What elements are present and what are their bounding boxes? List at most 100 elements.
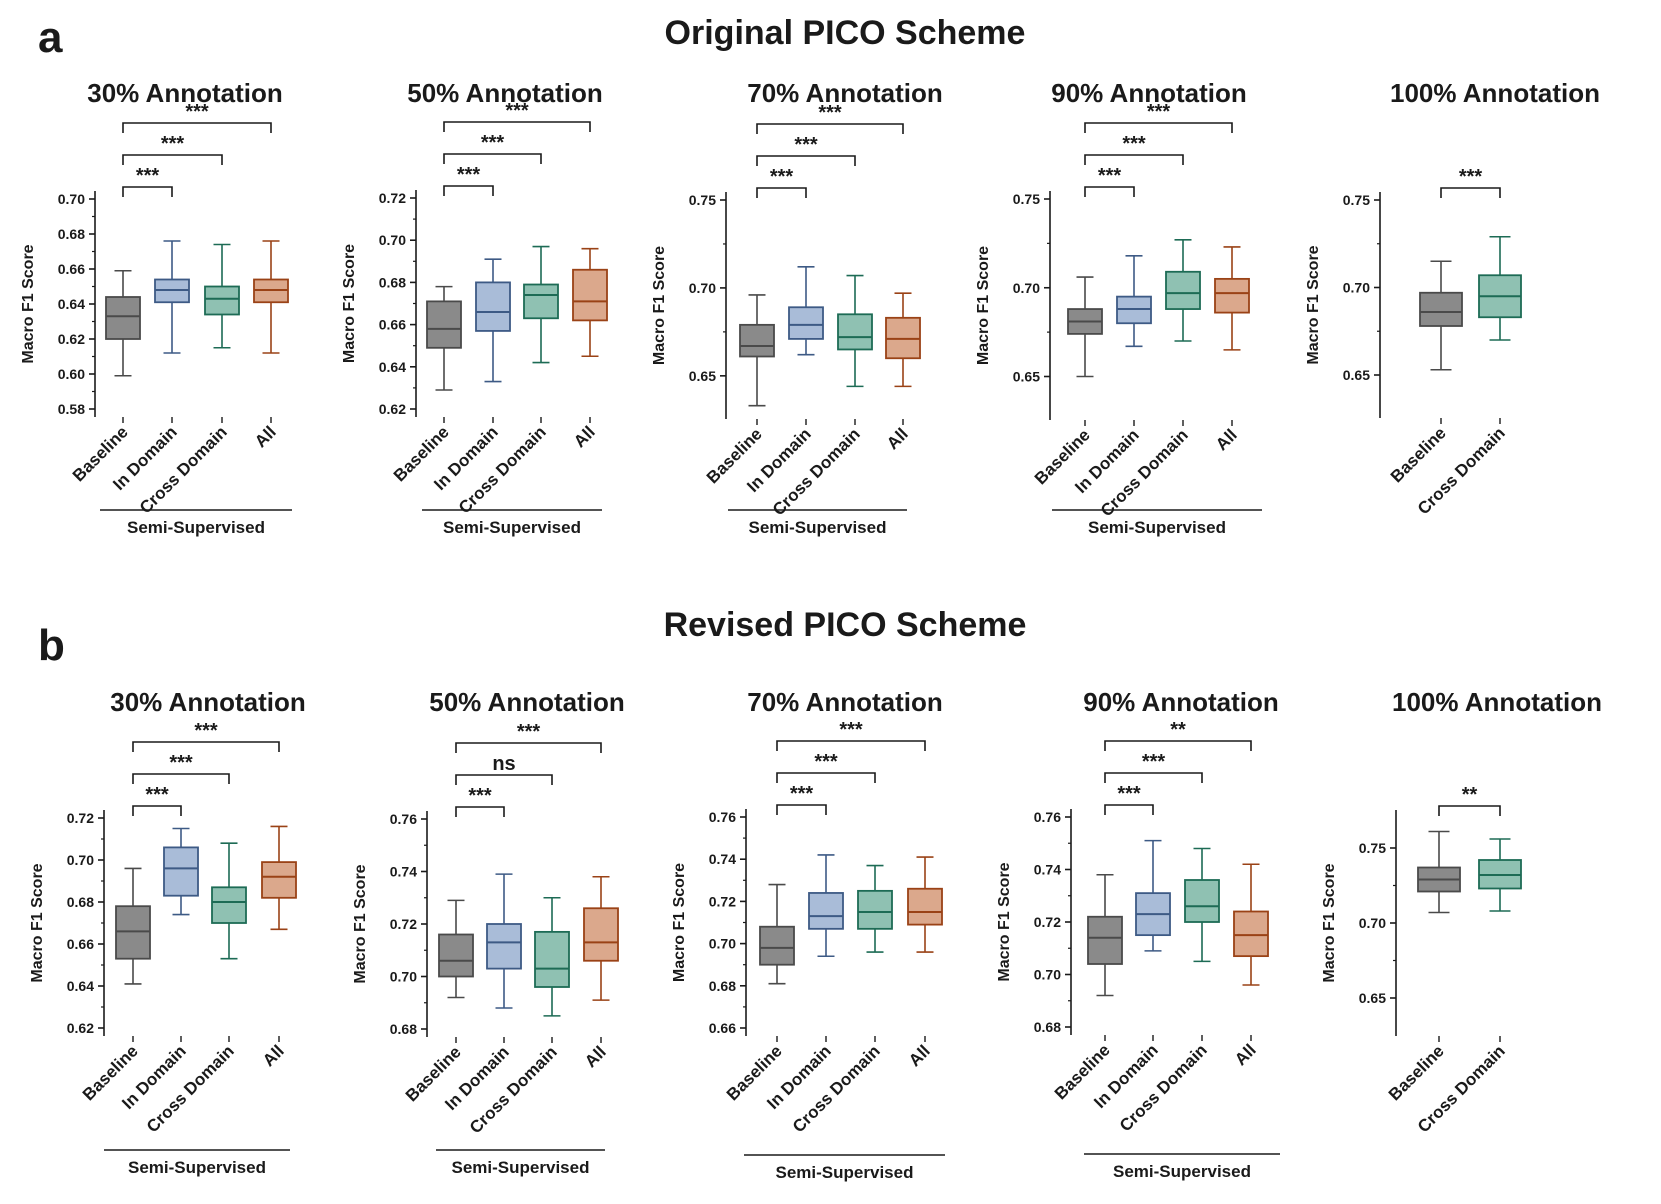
chart-a-30pct-annotation: 30% Annotation 0.58 0.60 0.62 0.64 0.66 0.68 0.…	[20, 78, 292, 537]
significance-label: ***	[1142, 751, 1166, 773]
x-tick-label-all: All	[581, 1042, 610, 1071]
y-tick-label: 0.66	[58, 261, 85, 277]
y-tick-label: 0.60	[58, 366, 85, 382]
chart-title: 70% Annotation	[747, 687, 942, 717]
significance-label: ***	[814, 751, 838, 773]
box-iqr	[583, 907, 619, 962]
box-iqr	[808, 892, 844, 930]
box-iqr	[1165, 270, 1201, 310]
y-tick-label: 0.70	[1013, 280, 1040, 296]
box-baseline	[1067, 276, 1103, 378]
significance-bracket	[1440, 187, 1501, 198]
y-tick-label: 0.70	[58, 191, 85, 207]
significance-bracket	[1084, 186, 1135, 197]
y-tick-label: 0.76	[390, 811, 417, 827]
box-iqr	[907, 887, 943, 926]
box-iqr	[475, 281, 511, 332]
x-tick-label-all: All	[883, 424, 912, 453]
box-iqr	[1214, 277, 1250, 314]
box-iqr	[788, 306, 824, 340]
y-axis-label: Macro F1 Score	[975, 246, 992, 365]
y-tick-label: 0.58	[58, 401, 85, 417]
significance-bracket	[776, 740, 926, 751]
chart-title: 100% Annotation	[1392, 687, 1602, 717]
y-axis-label: Macro F1 Score	[1305, 245, 1322, 364]
significance-label: **	[1462, 784, 1478, 806]
box-cross-domain	[837, 274, 873, 388]
significance-bracket	[756, 155, 856, 166]
box-cross-domain	[211, 842, 247, 960]
box-in-domain	[1116, 255, 1152, 348]
box-cross-domain	[1184, 847, 1220, 963]
significance-bracket	[776, 772, 876, 783]
y-axis-label: Macro F1 Score	[352, 864, 369, 983]
y-tick-label: 0.62	[58, 331, 85, 347]
y-tick-label: 0.74	[390, 864, 417, 880]
y-axis-label: Macro F1 Score	[671, 863, 688, 982]
y-axis-label: Macro F1 Score	[20, 244, 37, 363]
box-cross-domain	[857, 864, 893, 953]
box-cross-domain	[1478, 235, 1522, 341]
box-in-domain	[486, 873, 522, 1009]
box-all	[261, 825, 297, 931]
box-in-domain	[154, 240, 190, 354]
y-tick-label: 0.65	[1013, 369, 1040, 385]
box-baseline	[739, 294, 775, 407]
y-tick-label: 0.76	[709, 809, 736, 825]
box-all	[907, 856, 943, 953]
y-tick-label: 0.72	[379, 190, 406, 206]
significance-bracket	[132, 741, 280, 752]
significance-bracket	[122, 154, 223, 165]
chart-a-70pct-annotation: 70% Annotation 0.65 0.70 0.75 Macro F1 Score…	[651, 78, 943, 537]
y-tick-label: 0.66	[67, 936, 94, 952]
x-tick-label-all: All	[259, 1041, 288, 1070]
significance-bracket	[443, 153, 542, 164]
y-tick-label: 0.70	[709, 936, 736, 952]
y-tick-label: 0.70	[1343, 280, 1370, 296]
chart-a-100pct-annotation: 100% Annotation 0.65 0.70 0.75 Macro F1 Scor…	[1305, 78, 1600, 518]
significance-bracket	[1438, 805, 1501, 816]
y-axis-label: Macro F1 Score	[651, 246, 668, 365]
x-tick-label-all: All	[570, 422, 599, 451]
box-baseline	[105, 269, 141, 377]
group-label: Semi-Supervised	[127, 518, 265, 537]
y-tick-label: 0.65	[1359, 990, 1386, 1006]
significance-label: ***	[1147, 101, 1171, 123]
box-all	[885, 292, 921, 388]
panel-letter-b: b	[38, 621, 65, 670]
box-baseline	[115, 867, 151, 985]
chart-title: 30% Annotation	[87, 78, 282, 108]
box-all	[253, 240, 289, 354]
group-label: Semi-Supervised	[776, 1163, 914, 1182]
x-tick-label-cross-domain: Cross Domain	[769, 424, 864, 519]
box-cross-domain	[534, 896, 570, 1017]
group-label: Semi-Supervised	[452, 1158, 590, 1177]
box-iqr	[759, 925, 795, 966]
chart-title: 50% Annotation	[429, 687, 624, 717]
box-iqr	[739, 323, 775, 358]
significance-bracket	[756, 123, 904, 134]
box-in-domain	[788, 266, 824, 356]
y-tick-label: 0.68	[58, 226, 85, 242]
significance-label: ***	[1117, 783, 1141, 805]
y-tick-label: 0.70	[689, 280, 716, 296]
box-cross-domain	[1478, 838, 1522, 912]
box-iqr	[1419, 291, 1463, 327]
box-baseline	[1417, 830, 1461, 914]
significance-label: ***	[468, 785, 492, 807]
y-tick-label: 0.75	[1013, 191, 1040, 207]
x-tick-label-cross-domain: Cross Domain	[1116, 1040, 1211, 1135]
chart-b-50pct-annotation: 50% Annotation 0.68 0.70 0.72 0.74 0.76 Macro …	[352, 687, 625, 1177]
chart-title: 70% Annotation	[747, 78, 942, 108]
y-tick-label: 0.70	[1359, 915, 1386, 931]
significance-bracket	[455, 774, 553, 785]
group-label: Semi-Supervised	[1113, 1162, 1251, 1181]
significance-label: ns	[492, 753, 515, 775]
group-label: Semi-Supervised	[1088, 518, 1226, 537]
y-tick-label: 0.68	[1034, 1019, 1061, 1035]
box-all	[1214, 246, 1250, 351]
significance-bracket	[122, 122, 272, 133]
y-tick-label: 0.64	[379, 359, 406, 375]
box-cross-domain	[1165, 239, 1201, 342]
chart-b-30pct-annotation: 30% Annotation 0.62 0.64 0.66 0.68 0.70 0.72 Ma…	[29, 687, 306, 1177]
